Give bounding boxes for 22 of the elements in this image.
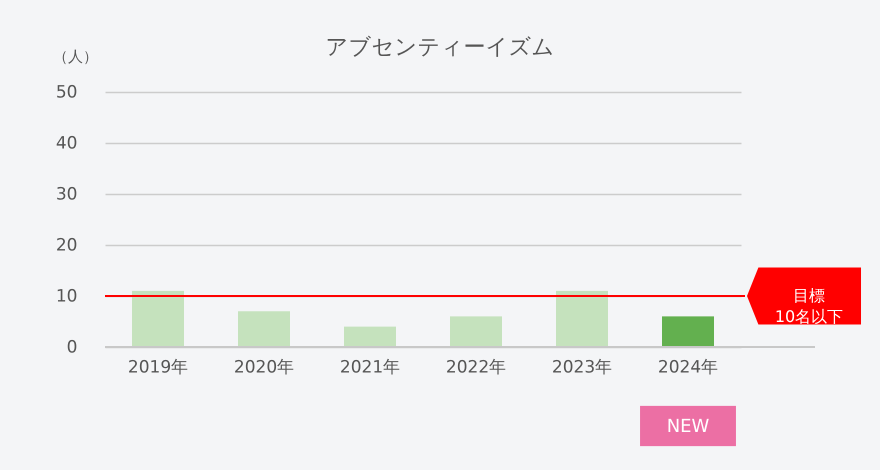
y-axis-title: （人） [53,48,98,66]
y-tick-label: 10 [56,286,78,306]
x-tick-label: 2023年 [552,358,612,378]
x-tick-label: 2022年 [446,358,506,378]
y-tick-label: 50 [56,82,78,102]
text: NEW [666,416,710,437]
x-tick-label: 2021年 [340,358,400,378]
y-tick-label: 40 [56,134,78,154]
bar [450,316,502,347]
y-tick-label: 0 [66,338,78,358]
bar [132,290,184,347]
x-tick-label: 2019年 [128,358,188,378]
chart-title: アブセンティーイズム [326,35,554,60]
x-tick-label: 2024年 [658,358,718,378]
y-tick-label: 20 [56,236,78,256]
bar [662,316,714,347]
ref-line-label: 目標 10名以下 [774,286,844,326]
bar [238,311,290,347]
bar [556,290,608,347]
bar [344,326,396,347]
x-tick-label: 2020年 [234,358,294,378]
y-tick-label: 30 [56,184,78,204]
